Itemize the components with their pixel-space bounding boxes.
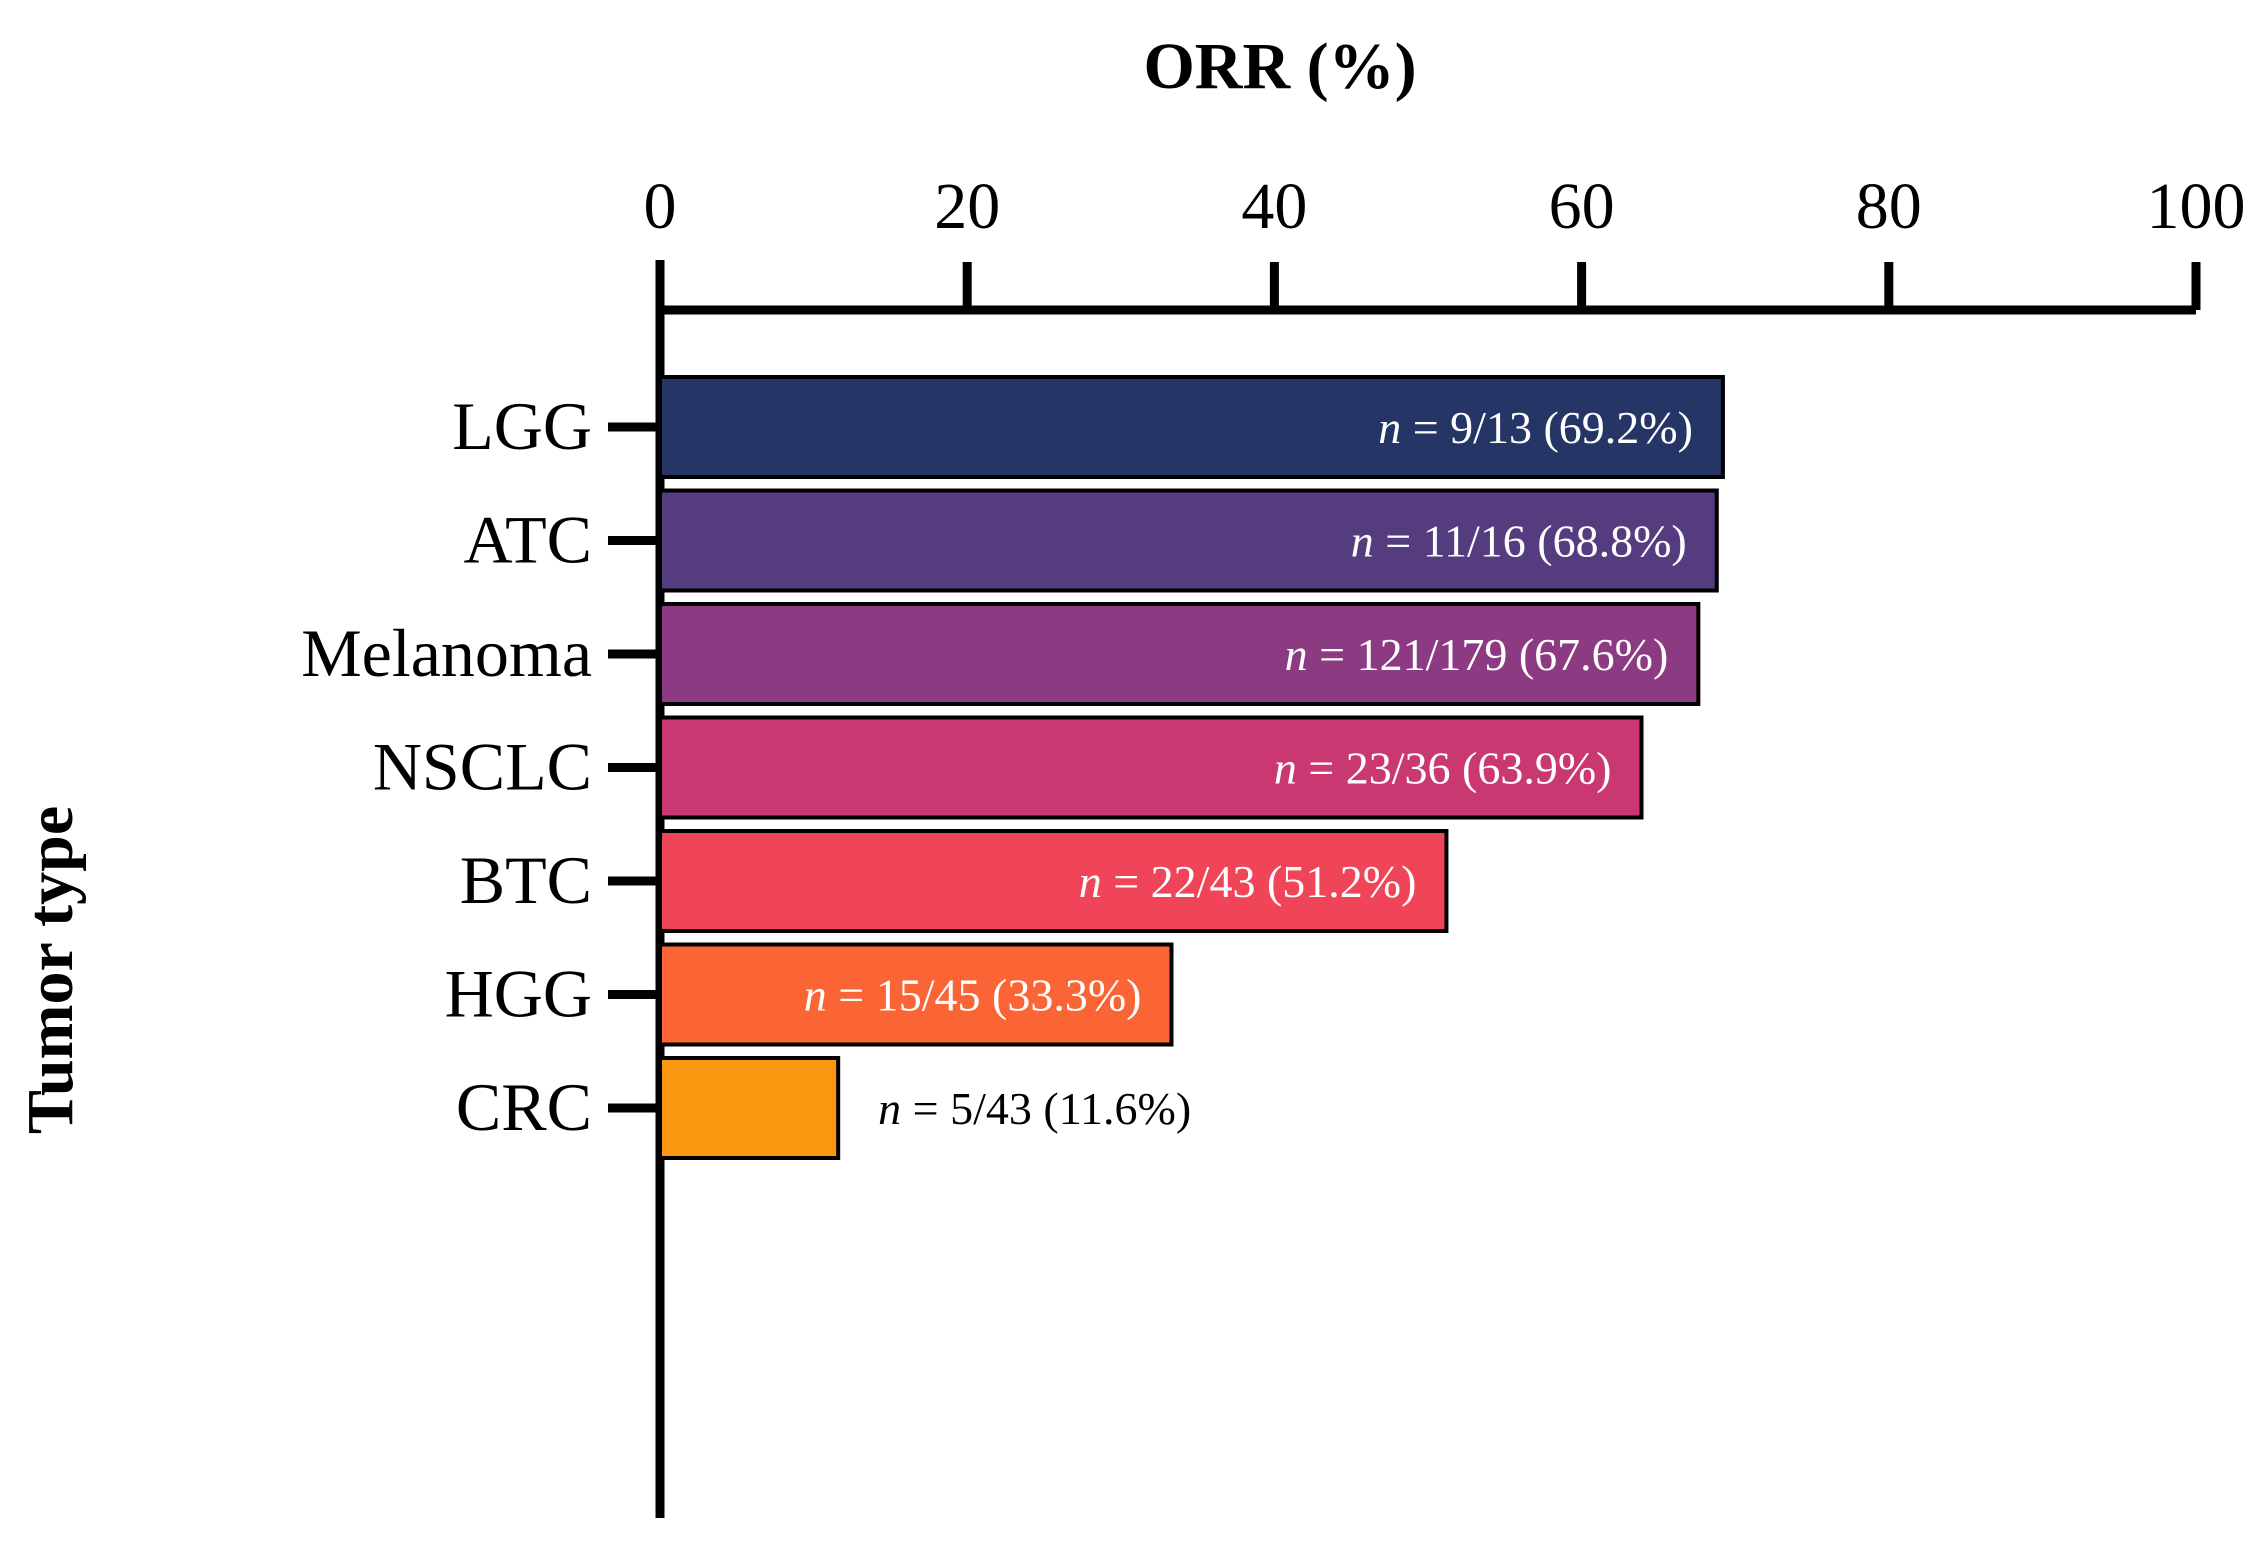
x-tick-label: 40 <box>1241 170 1307 243</box>
x-tick-label: 100 <box>2147 170 2246 243</box>
bar-btc <box>658 829 1449 933</box>
x-tick-label: 0 <box>644 170 677 243</box>
y-axis-title: Tumor type <box>14 806 87 1134</box>
category-label: ATC <box>464 502 592 578</box>
category-label: HGG <box>445 956 592 1032</box>
bar-label-text: = 23/36 (63.9%) <box>1297 743 1612 794</box>
x-tick-label: 20 <box>934 170 1000 243</box>
bar-value-label: n = 11/16 (68.8%) <box>1351 516 1687 567</box>
bar-value-label: n = 22/43 (51.2%) <box>1079 856 1417 907</box>
category-label: LGG <box>452 388 592 464</box>
bar-value-label: n = 23/36 (63.9%) <box>1274 743 1612 794</box>
bar-label-n: n <box>1274 743 1297 794</box>
bar-lgg <box>658 375 1725 479</box>
bar-label-text: = 11/16 (68.8%) <box>1374 516 1687 567</box>
bar-label-n: n <box>878 1083 901 1134</box>
bar-nsclc <box>658 715 1644 820</box>
bar-value-label: n = 9/13 (69.2%) <box>1378 402 1693 453</box>
bar-crc <box>658 1056 841 1160</box>
bar-label-text: = 22/43 (51.2%) <box>1102 856 1417 907</box>
bar-value-label: n = 121/179 (67.6%) <box>1285 629 1669 680</box>
category-label: BTC <box>460 842 592 918</box>
bar-label-n: n <box>804 970 827 1021</box>
x-tick-label: 80 <box>1856 170 1922 243</box>
bar-label-text: = 9/13 (69.2%) <box>1401 402 1693 453</box>
category-label: Melanoma <box>301 615 592 691</box>
x-axis-title: ORR (%) <box>1143 30 1416 103</box>
bar-label-text: = 15/45 (33.3%) <box>827 970 1142 1021</box>
bar-label-text: = 121/179 (67.6%) <box>1308 629 1669 680</box>
category-label: CRC <box>456 1069 592 1145</box>
bar-label-text: = 5/43 (11.6%) <box>901 1083 1191 1134</box>
category-label: NSCLC <box>373 729 592 805</box>
bar-value-label: n = 5/43 (11.6%) <box>878 1083 1191 1134</box>
x-tick-label: 60 <box>1549 170 1615 243</box>
bar-melanoma <box>658 602 1701 706</box>
bars: LGG n = 9/13 (69.2%) ATC n = 11/16 (68.8%) M… <box>301 375 1725 1160</box>
bar-label-n: n <box>1378 402 1401 453</box>
bar-label-n: n <box>1351 516 1374 567</box>
bar-atc <box>658 488 1719 593</box>
x-ticks: 0 20 40 60 80 100 <box>644 170 2246 310</box>
bar-label-n: n <box>1079 856 1102 907</box>
bar-hgg <box>658 942 1174 1047</box>
bar-value-label: n = 15/45 (33.3%) <box>804 970 1142 1021</box>
bar-label-n: n <box>1285 629 1308 680</box>
